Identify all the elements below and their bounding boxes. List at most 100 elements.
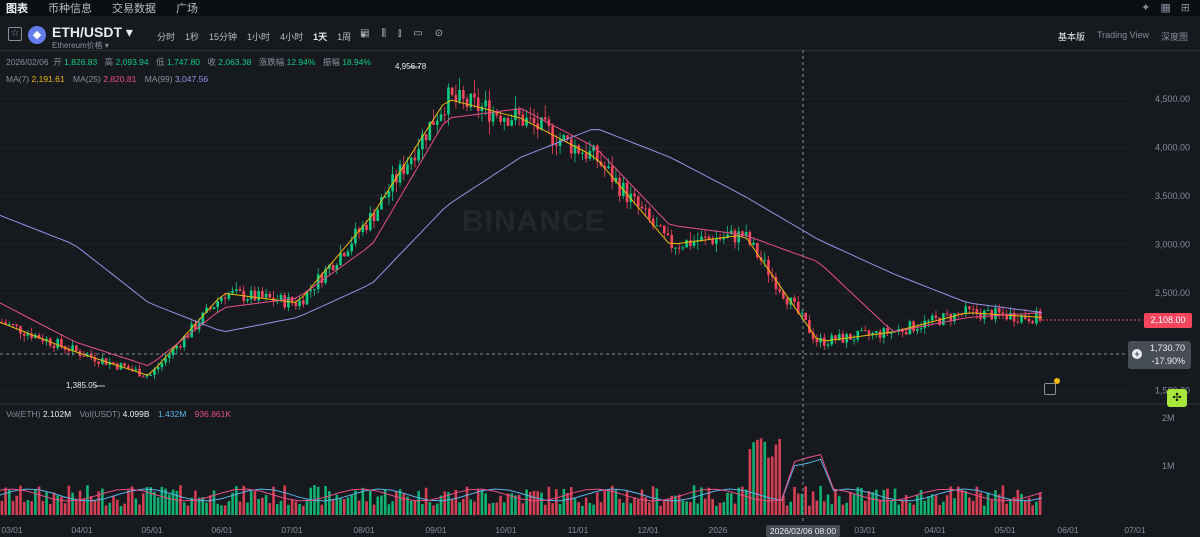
- view-depth[interactable]: 深度图: [1160, 32, 1188, 42]
- volume-bar: [555, 489, 558, 515]
- volume-bar: [588, 502, 592, 515]
- ai-assistant-button[interactable]: ✣: [1167, 389, 1187, 407]
- volume-bar: [983, 505, 986, 515]
- candle-body: [261, 291, 264, 298]
- candle-body: [205, 307, 208, 313]
- interval-1s[interactable]: 1秒: [185, 32, 200, 42]
- volume-bar: [480, 490, 484, 515]
- volume-bar: [257, 498, 260, 515]
- volume-bar: [301, 505, 305, 515]
- volume-bar: [1001, 485, 1005, 515]
- candle-body: [484, 100, 487, 107]
- tab-chart[interactable]: 图表: [6, 3, 28, 15]
- volume-bar: [1023, 500, 1027, 515]
- settings-icon[interactable]: ⊙: [434, 28, 444, 39]
- candle-body: [253, 290, 257, 301]
- interval-15m[interactable]: 15分钟: [209, 32, 238, 42]
- indicator-icon[interactable]: ⫾: [398, 28, 402, 39]
- tab-square[interactable]: 广场: [176, 3, 198, 15]
- multi-window-icon[interactable]: ⊞: [1180, 2, 1190, 14]
- candle-body: [919, 328, 923, 330]
- volume-bar: [450, 499, 454, 515]
- volume-bar: [78, 490, 82, 515]
- time-axis-label: 04/01: [924, 525, 946, 535]
- view-tradingview[interactable]: Trading View: [1096, 30, 1149, 40]
- volume-bar: [71, 492, 74, 515]
- candle-body: [584, 152, 588, 159]
- volume-bar: [101, 488, 104, 515]
- volume-bar: [927, 496, 930, 515]
- volume-bar: [752, 442, 755, 515]
- symbol-pair[interactable]: ETH/USDT ▾: [52, 24, 133, 40]
- volume-bar: [849, 491, 852, 515]
- candle-type-icon[interactable]: ⫼: [381, 28, 387, 39]
- volume-bar: [662, 499, 666, 515]
- ai-sparkle-icon[interactable]: ✦: [1141, 2, 1151, 14]
- candle-body: [685, 240, 688, 248]
- template-icon[interactable]: ▭: [413, 28, 423, 39]
- time-axis-label: 06/01: [1057, 525, 1079, 535]
- grid-layout-icon[interactable]: ▦: [1160, 2, 1171, 14]
- candle-body: [782, 291, 785, 299]
- candle-body: [681, 247, 685, 249]
- candle-body: [811, 332, 815, 340]
- candle-body: [517, 108, 521, 115]
- volume-bar: [89, 496, 93, 515]
- calendar-icon[interactable]: ▤: [360, 28, 370, 39]
- volume-bar: [354, 490, 357, 515]
- favorite-star-icon[interactable]: ☆: [8, 27, 22, 41]
- volume-bar: [156, 497, 160, 515]
- binance-watermark: BINANCE: [462, 205, 606, 238]
- volume-bar: [186, 505, 190, 515]
- price-axis-label: 4,500.00: [1155, 94, 1190, 104]
- volume-bar: [499, 495, 502, 515]
- volume-bar: [439, 495, 443, 515]
- tab-coin-info[interactable]: 币种信息: [48, 3, 92, 15]
- interval-1w[interactable]: 1周: [337, 32, 352, 42]
- volume-bar: [484, 493, 487, 515]
- price-axis-label: 3,500.00: [1155, 191, 1190, 201]
- candle-body: [994, 308, 997, 320]
- volume-bar: [402, 493, 406, 515]
- time-axis-label: 03/01: [1, 525, 23, 535]
- volume-bar: [153, 491, 156, 515]
- copy-icon[interactable]: [1044, 383, 1056, 395]
- candle-body: [968, 306, 971, 309]
- volume-bar: [424, 487, 428, 515]
- interval-1h[interactable]: 1小时: [247, 32, 271, 42]
- volume-bar: [1038, 492, 1042, 515]
- volume-bar: [320, 504, 324, 515]
- volume-bar: [8, 489, 11, 515]
- candle-body: [592, 145, 595, 151]
- candle-body: [607, 166, 610, 169]
- view-basic[interactable]: 基本版: [1057, 32, 1085, 42]
- candle-body: [301, 300, 305, 305]
- interval-timeline[interactable]: 分时: [157, 32, 176, 42]
- candle-body: [313, 289, 316, 291]
- volume-bar: [134, 498, 138, 515]
- volume-bar: [685, 501, 688, 515]
- volume-bar: [52, 492, 56, 515]
- candle-body: [372, 212, 376, 222]
- candle-body: [424, 134, 428, 141]
- candle-body: [796, 301, 800, 314]
- candle-body: [1012, 312, 1016, 322]
- candle-body: [1038, 310, 1042, 321]
- add-alert-plus-icon[interactable]: +: [1132, 349, 1142, 359]
- volume-bar: [127, 490, 130, 515]
- interval-more-icon[interactable]: ▾: [361, 30, 366, 40]
- volume-bar: [774, 444, 778, 515]
- tab-trade-data[interactable]: 交易数据: [112, 3, 156, 15]
- volume-bar: [551, 503, 554, 515]
- candle-body: [804, 312, 807, 321]
- volume-bar: [782, 495, 785, 515]
- candle-body: [521, 114, 525, 126]
- volume-bar: [633, 497, 636, 515]
- candle-body: [264, 293, 268, 298]
- candle-body: [383, 196, 387, 198]
- interval-4h[interactable]: 4小时: [280, 32, 304, 42]
- candle-body: [298, 300, 301, 307]
- volume-bar: [253, 491, 257, 515]
- interval-1d[interactable]: 1天: [313, 32, 328, 42]
